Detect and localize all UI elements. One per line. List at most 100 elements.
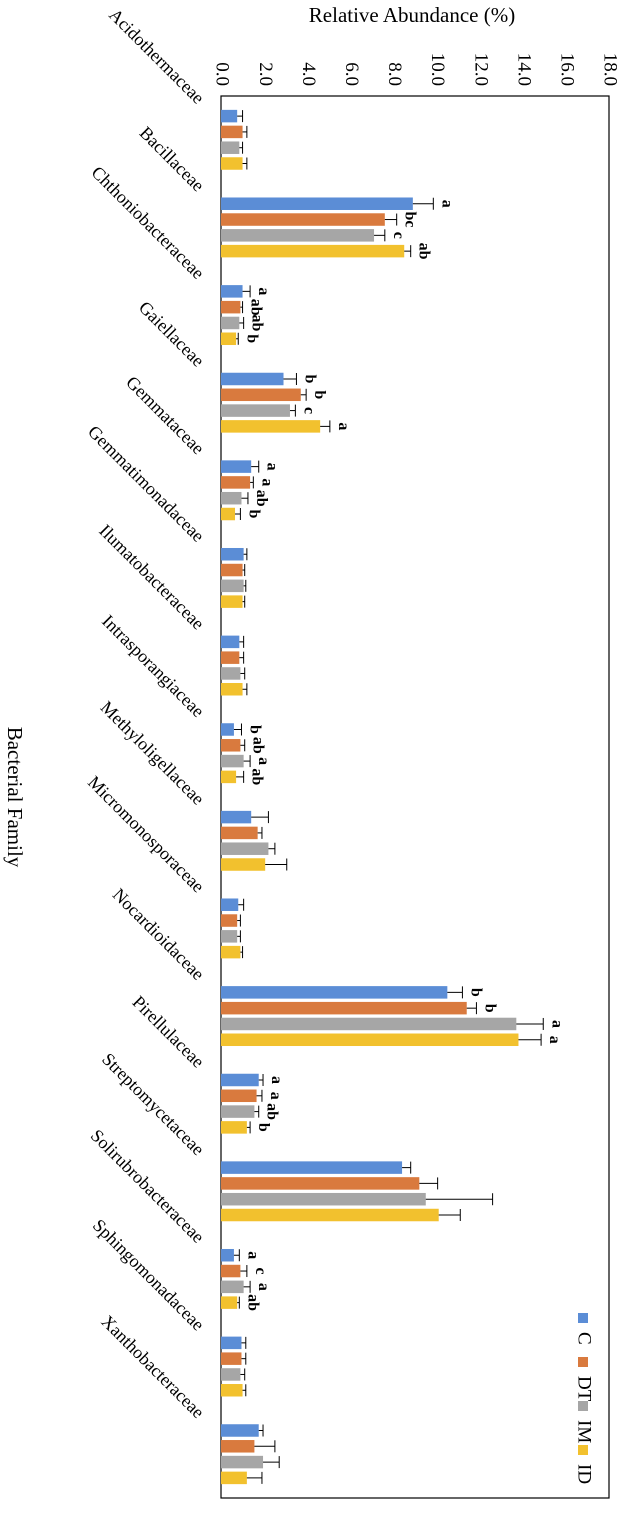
bar-im <box>221 667 241 680</box>
bar-im <box>221 754 244 768</box>
bar-c <box>221 986 448 999</box>
bar-im <box>221 316 240 330</box>
category-group: bb c a <box>221 372 352 433</box>
bar-dt <box>221 1440 255 1453</box>
significance-label: b <box>311 390 328 399</box>
bar-dt <box>221 388 301 402</box>
bar-c <box>221 1161 403 1174</box>
bar-c <box>221 109 238 123</box>
significance-label: a <box>267 1092 284 1100</box>
bar-id <box>221 945 241 959</box>
bar-im <box>221 930 238 943</box>
bar-id <box>221 244 405 258</box>
significance-label: ab <box>249 768 266 785</box>
bar-id <box>221 1121 247 1134</box>
x-axis-title: Relative Abundance (%) <box>309 3 515 27</box>
category-label: Pirellulaceae <box>129 992 209 1072</box>
significance-label: a <box>255 287 272 295</box>
bar-dt <box>221 476 251 489</box>
bar-dt <box>221 1264 241 1278</box>
bar-im <box>221 1455 264 1469</box>
legend-label: DT <box>574 1376 595 1402</box>
bar-id <box>221 683 243 696</box>
significance-label: b <box>255 1123 272 1132</box>
category-group: aa ab b <box>221 460 281 521</box>
category-group <box>221 635 248 696</box>
significance-label: a <box>438 200 455 208</box>
x-axis-ticks: 0.0 2.0 4.0 6.0 8.0 10.0 12.0 14.0 16.0 18.0 <box>212 53 621 86</box>
x-tick-label: 10.0 <box>427 53 448 86</box>
legend-label: ID <box>574 1464 595 1484</box>
bar-im <box>221 491 242 505</box>
significance-label: a <box>255 757 272 765</box>
category-label: Gemmataceae <box>122 372 208 458</box>
x-tick-label: 14.0 <box>513 53 534 86</box>
legend: C DT IM ID <box>574 1313 595 1484</box>
bar-dt <box>221 826 258 840</box>
x-tick-label: 0.0 <box>212 62 233 86</box>
significance-label: c <box>252 1267 269 1274</box>
category-group: aa ab b <box>221 1073 285 1134</box>
category-group <box>221 810 288 871</box>
bar-c <box>221 810 252 824</box>
x-tick-label: 4.0 <box>298 62 319 86</box>
x-tick-label: 16.0 <box>557 53 578 86</box>
bar-c <box>221 1073 259 1087</box>
legend-item-dt: DT <box>574 1357 595 1402</box>
x-tick-label: 18.0 <box>600 53 621 86</box>
legend-swatch <box>578 1445 588 1455</box>
significance-label: a <box>264 463 281 471</box>
bar-id <box>221 770 237 784</box>
legend-swatch <box>578 1357 588 1367</box>
category-group <box>221 547 248 608</box>
category-label: Acidothermaceae <box>105 5 208 108</box>
significance-label: a <box>546 1036 563 1044</box>
bar-c <box>221 285 243 298</box>
bar-im <box>221 1368 241 1381</box>
bar-id <box>221 858 266 871</box>
bar-c <box>221 1424 259 1437</box>
significance-label: a <box>255 1283 272 1291</box>
category-group <box>221 1161 494 1222</box>
bar-im <box>221 229 375 242</box>
significance-label: ab <box>249 315 266 332</box>
significance-label: c <box>390 232 407 239</box>
bar-dt <box>221 651 240 664</box>
significance-label: a <box>258 478 275 486</box>
bar-dt <box>221 300 241 314</box>
bar-im <box>221 1105 255 1118</box>
bar-c <box>221 635 240 649</box>
legend-swatch <box>578 1313 588 1323</box>
bar-id <box>221 595 243 608</box>
significance-label: ab <box>248 299 265 316</box>
plot-border <box>220 95 610 1499</box>
legend-item-c: C <box>574 1313 595 1345</box>
significance-label: a <box>548 1020 565 1028</box>
category-group <box>221 1336 247 1397</box>
significance-label: bc <box>402 212 419 228</box>
significance-label: ab <box>416 243 433 260</box>
significance-label: a <box>335 422 352 430</box>
bar-im <box>221 1280 244 1294</box>
category-group <box>221 109 248 170</box>
bar-im <box>221 579 244 593</box>
bar-dt <box>221 213 385 226</box>
bar-id <box>221 332 237 346</box>
x-tick-label: 6.0 <box>341 62 362 86</box>
significance-label: ab <box>244 1294 261 1311</box>
category-label: Bacillaceae <box>136 123 209 196</box>
bar-c <box>221 197 413 210</box>
bar-dt <box>221 1089 257 1103</box>
bar-im <box>221 1017 517 1031</box>
bar-id <box>221 1384 243 1397</box>
legend-label: C <box>574 1332 595 1345</box>
category-group: b ab a ab <box>221 723 272 785</box>
bar-im <box>221 1192 426 1206</box>
bar-dt <box>221 739 241 752</box>
bar-im <box>221 141 240 154</box>
bar-dt <box>221 563 243 577</box>
plot-area <box>220 95 610 1499</box>
category-group <box>221 1424 280 1485</box>
